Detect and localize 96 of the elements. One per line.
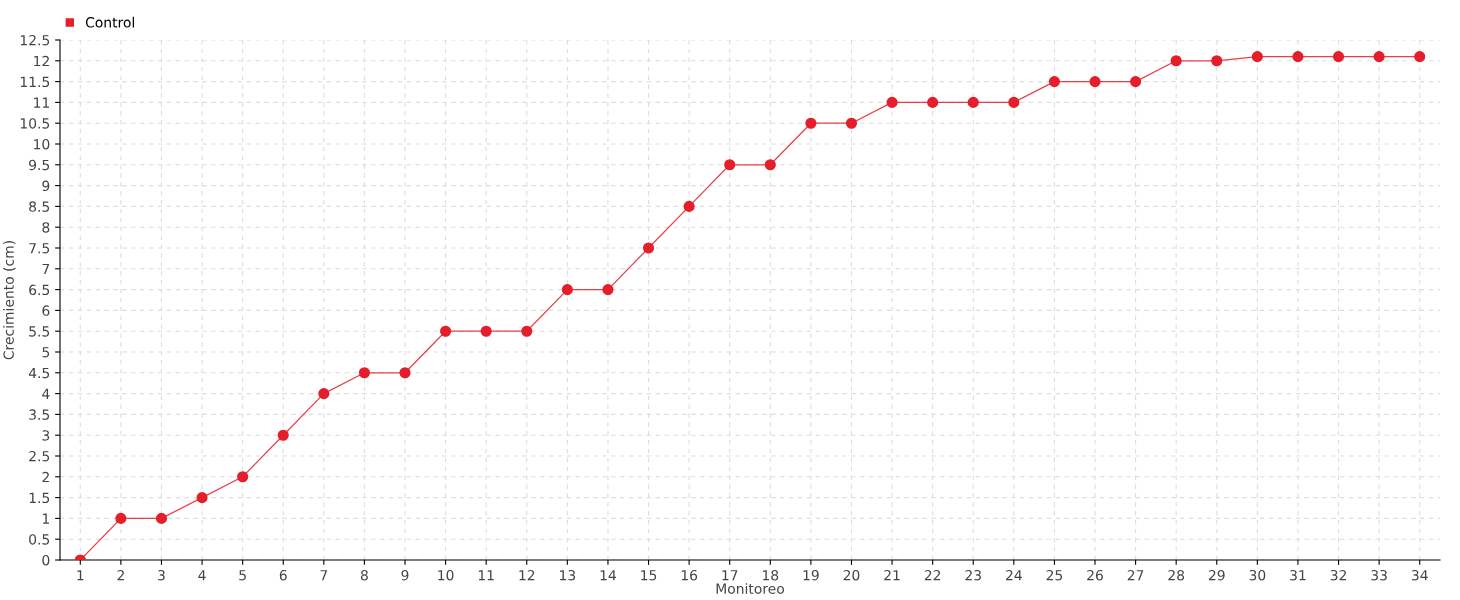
y-axis-title: Crecimiento (cm) — [3, 241, 16, 360]
point — [318, 388, 330, 400]
point — [440, 325, 452, 337]
x-tick-label: 14 — [600, 570, 616, 581]
legend-label: Control — [85, 16, 134, 28]
x-tick-label: 7 — [320, 570, 328, 581]
point — [399, 367, 411, 379]
x-tick-label: 1 — [77, 570, 84, 581]
y-tick-label: 2 — [42, 471, 49, 483]
y-tick-label: 4.5 — [28, 367, 50, 379]
y-tick-label: 2.5 — [29, 450, 50, 462]
y-tick-label: 12.5 — [20, 34, 50, 46]
x-tick-label: 16 — [681, 569, 698, 581]
x-tick-label: 4 — [198, 570, 206, 581]
x-tick-label: 18 — [762, 569, 779, 581]
point — [927, 96, 939, 108]
y-tick-label: 9 — [42, 180, 50, 192]
x-tick-label: 20 — [843, 569, 860, 581]
y-tick-label: 10.5 — [20, 118, 50, 129]
point — [155, 512, 168, 524]
x-tick-label: 24 — [1006, 569, 1022, 581]
y-tick-label: 5.5 — [29, 326, 50, 337]
x-tick-label: 6 — [279, 569, 287, 581]
y-tick-label: 7 — [42, 263, 50, 275]
point — [480, 325, 492, 337]
point — [602, 284, 614, 296]
point — [115, 512, 127, 524]
point — [561, 284, 573, 296]
x-tick-label: 8 — [360, 569, 368, 581]
point — [358, 367, 370, 379]
point — [1251, 51, 1263, 63]
y-tick-label: 6 — [42, 305, 50, 316]
y-tick-label: 6.5 — [29, 284, 50, 296]
point — [1292, 51, 1304, 63]
point — [277, 429, 289, 441]
x-tick-label: 2 — [117, 569, 124, 581]
point — [1008, 96, 1020, 108]
point — [1170, 55, 1182, 67]
point — [805, 117, 817, 129]
x-tick-label: 3 — [158, 569, 165, 581]
y-tick-label: 5 — [42, 347, 50, 358]
x-tick-label: 19 — [803, 569, 819, 581]
point — [724, 159, 736, 171]
y-tick-label: 3.5 — [29, 409, 50, 420]
x-tick-label: 22 — [924, 569, 941, 581]
x-tick-label: 30 — [1249, 569, 1266, 581]
x-tick-label: 15 — [641, 570, 657, 581]
x-tick-label: 17 — [722, 570, 738, 581]
point — [196, 492, 208, 504]
y-tick-label: 11 — [34, 97, 49, 108]
x-tick-label: 5 — [239, 570, 246, 581]
y-tick-label: 10 — [34, 138, 50, 150]
y-tick-label: 11.5 — [20, 76, 50, 88]
x-tick-label: 12 — [519, 569, 535, 581]
point — [642, 242, 655, 254]
point — [237, 471, 249, 483]
y-tick-label: 9.5 — [29, 159, 50, 171]
x-tick-label: 10 — [438, 569, 454, 581]
point — [1332, 51, 1345, 63]
y-tick-label: 0.5 — [29, 534, 50, 545]
y-tick-label: 0 — [42, 554, 50, 566]
point — [1089, 76, 1101, 88]
x-tick-label: 34 — [1411, 569, 1428, 581]
y-tick-label: 7.5 — [29, 243, 50, 254]
y-tick-label: 12 — [34, 55, 49, 67]
x-tick-label: 23 — [965, 569, 981, 581]
y-tick-label: 8 — [42, 222, 50, 233]
x-tick-label: 21 — [884, 569, 900, 581]
y-tick-label: 4 — [42, 388, 50, 399]
x-tick-label: 32 — [1330, 569, 1346, 581]
x-tick-label: 27 — [1127, 569, 1144, 581]
point — [1414, 51, 1426, 63]
y-tick-label: 3 — [42, 430, 50, 441]
point — [886, 96, 898, 108]
x-tick-label: 33 — [1371, 569, 1387, 581]
x-tick-label: 29 — [1208, 569, 1225, 581]
point — [1048, 76, 1060, 88]
y-tick-label: 1.5 — [29, 492, 50, 504]
x-tick-label: 11 — [478, 570, 494, 581]
y-tick-label: 1 — [42, 513, 49, 524]
point — [764, 159, 776, 171]
x-tick-label: 31 — [1290, 569, 1306, 581]
point — [1130, 76, 1142, 88]
x-axis-title: Monitoreo — [716, 583, 784, 594]
x-tick-label: 25 — [1046, 569, 1063, 581]
point — [1211, 55, 1223, 67]
x-tick-label: 26 — [1087, 569, 1103, 581]
x-tick-label: 13 — [560, 569, 576, 581]
point — [683, 200, 695, 212]
point — [967, 96, 979, 108]
point — [845, 117, 858, 129]
x-tick-label: 9 — [401, 569, 409, 581]
point — [1373, 51, 1385, 63]
y-tick-label: 8.5 — [29, 201, 50, 212]
x-tick-label: 28 — [1168, 569, 1185, 581]
point — [521, 325, 533, 337]
